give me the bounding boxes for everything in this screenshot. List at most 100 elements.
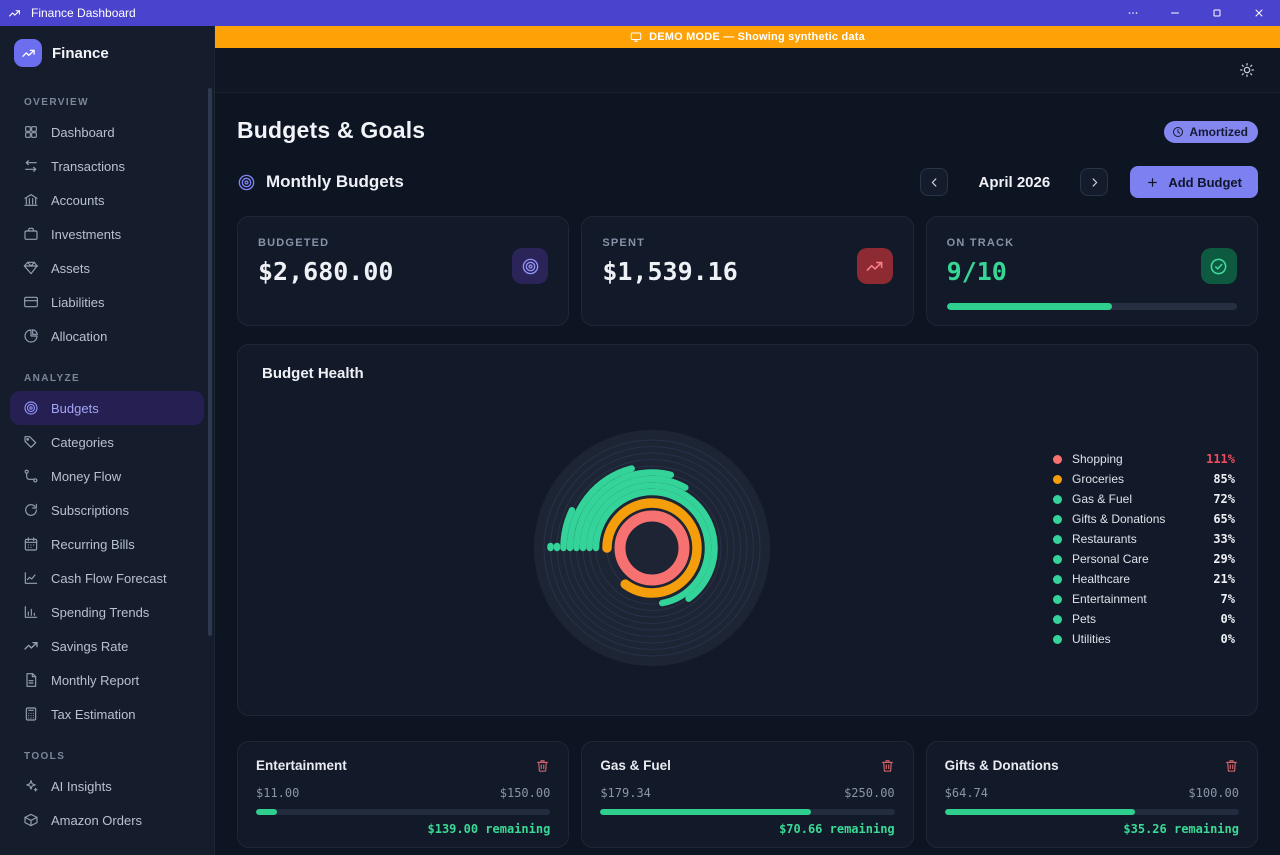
brand: Finance: [0, 26, 214, 77]
legend-pct: 111%: [1206, 452, 1235, 466]
ring-pets: [553, 449, 751, 647]
ring-shopping: [614, 510, 690, 586]
budgeted-card: BUDGETED $2,680.00: [237, 216, 570, 326]
prev-month-button[interactable]: [920, 168, 949, 196]
topbar: [215, 48, 1280, 93]
window-title: Finance Dashboard: [31, 6, 136, 20]
legend-name: Shopping: [1072, 452, 1123, 466]
budgeted-label: BUDGETED: [258, 237, 330, 249]
demo-mode-banner: DEMO MODE — Showing synthetic data: [215, 26, 1280, 48]
budget-progress: [600, 809, 895, 815]
sidebar-item-tax-estimation[interactable]: Tax Estimation: [10, 697, 204, 731]
sidebar-item-cash-flow-forecast[interactable]: Cash Flow Forecast: [10, 561, 204, 595]
sidebar-item-label: Cash Flow Forecast: [51, 570, 167, 586]
sidebar-item-allocation[interactable]: Allocation: [10, 319, 204, 353]
legend-name: Healthcare: [1072, 572, 1131, 586]
ellipsis-icon[interactable]: [1112, 0, 1154, 26]
legend-pct: 33%: [1213, 532, 1235, 546]
card-icon: [23, 294, 39, 310]
content: Budgets & Goals Amortized Monthly Budget…: [215, 93, 1280, 848]
remaining-amount: $139.00 remaining: [427, 822, 551, 836]
legend-name: Entertainment: [1072, 592, 1147, 606]
refresh-icon: [23, 502, 39, 518]
sidebar-item-label: Liabilities: [51, 294, 105, 310]
trash-icon[interactable]: [880, 758, 895, 773]
budget-health-chart: [534, 430, 770, 666]
monitor-icon: [630, 31, 642, 43]
on-track-progress: [946, 303, 1237, 310]
sidebar-item-savings-rate[interactable]: Savings Rate: [10, 629, 204, 663]
legend-pct: 65%: [1213, 512, 1235, 526]
legend-pct: 21%: [1213, 572, 1235, 586]
sidebar-item-label: Accounts: [51, 192, 105, 208]
theme-toggle-sun-icon[interactable]: [1232, 55, 1262, 85]
clock-icon: [1172, 126, 1184, 138]
amortized-badge[interactable]: Amortized: [1164, 121, 1258, 143]
sidebar-item-budgets[interactable]: Budgets: [10, 391, 204, 425]
spent-value: $1,539.16: [602, 257, 738, 286]
tags-icon: [23, 434, 39, 450]
legend-dot: [1053, 634, 1062, 644]
minimize-icon[interactable]: [1154, 0, 1196, 26]
legend-dot: [1053, 614, 1062, 624]
trash-icon[interactable]: [535, 758, 550, 773]
legend-row: Utilities 0%: [1053, 629, 1235, 649]
legend-row: Gifts & Donations 65%: [1053, 509, 1235, 529]
sidebar-item-label: AI Insights: [51, 778, 112, 794]
plus-icon: [1146, 176, 1159, 189]
sidebar-item-transactions[interactable]: Transactions: [10, 149, 204, 183]
ring-groceries: [602, 498, 702, 598]
next-month-button[interactable]: [1080, 168, 1109, 196]
legend-dot: [1053, 494, 1062, 504]
add-budget-label: Add Budget: [1168, 174, 1242, 190]
sidebar-item-ai-insights[interactable]: AI Insights: [10, 769, 204, 803]
sidebar: Finance OVERVIEW Dashboard Transactions Acc…: [0, 26, 215, 855]
legend-row: Pets 0%: [1053, 609, 1235, 629]
trending-up-icon: [8, 7, 21, 20]
sidebar-item-investments[interactable]: Investments: [10, 217, 204, 251]
ring-restaurants: [579, 475, 725, 621]
sidebar-item-assets[interactable]: Assets: [10, 251, 204, 285]
legend-name: Groceries: [1072, 472, 1125, 486]
sidebar-item-label: Savings Rate: [51, 638, 129, 654]
legend-name: Restaurants: [1072, 532, 1137, 546]
sidebar-item-money-flow[interactable]: Money Flow: [10, 459, 204, 493]
window-controls: [1112, 0, 1280, 26]
maximize-icon[interactable]: [1196, 0, 1238, 26]
spent-card: SPENT $1,539.16: [581, 216, 914, 326]
gem-icon: [23, 260, 39, 276]
trending-up-icon: [856, 248, 893, 284]
sidebar-scrollbar[interactable]: [208, 88, 212, 636]
legend-name: Gifts & Donations: [1072, 512, 1166, 526]
sidebar-item-spending-trends[interactable]: Spending Trends: [10, 595, 204, 629]
sidebar-item-categories[interactable]: Categories: [10, 425, 204, 459]
legend-row: Restaurants 33%: [1053, 529, 1235, 549]
monthly-budgets-title: Monthly Budgets: [266, 172, 404, 191]
sidebar-item-accounts[interactable]: Accounts: [10, 183, 204, 217]
sidebar-item-label: Amazon Orders: [51, 812, 143, 828]
legend-row: Groceries 85%: [1053, 469, 1235, 489]
flow-icon: [23, 468, 39, 484]
sidebar-item-recurring-bills[interactable]: Recurring Bills: [10, 527, 204, 561]
budget-amount: $100.00: [1188, 786, 1239, 800]
close-icon[interactable]: [1238, 0, 1280, 26]
ring-healthcare: [566, 462, 738, 634]
amortized-badge-label: Amortized: [1189, 125, 1248, 139]
trash-icon[interactable]: [1224, 758, 1239, 773]
budgeted-value: $2,680.00: [258, 257, 394, 286]
legend-pct: 0%: [1220, 632, 1235, 646]
sidebar-item-dashboard[interactable]: Dashboard: [10, 115, 204, 149]
legend-row: Personal Care 29%: [1053, 549, 1235, 569]
budget-amount: $250.00: [844, 786, 895, 800]
sidebar-item-liabilities[interactable]: Liabilities: [10, 285, 204, 319]
budget-card-gas-fuel: Gas & Fuel $179.34 $250.00 $70.66 remaining: [581, 741, 914, 848]
legend-name: Utilities: [1072, 632, 1111, 646]
legend-row: Gas & Fuel 72%: [1053, 489, 1235, 509]
sidebar-item-amazon-orders[interactable]: Amazon Orders: [10, 803, 204, 837]
legend-dot: [1053, 574, 1062, 584]
sidebar-item-monthly-report[interactable]: Monthly Report: [10, 663, 204, 697]
legend-row: Entertainment 7%: [1053, 589, 1235, 609]
sidebar-item-subscriptions[interactable]: Subscriptions: [10, 493, 204, 527]
add-budget-button[interactable]: Add Budget: [1130, 166, 1258, 198]
sidebar-section-label: OVERVIEW: [24, 97, 89, 108]
